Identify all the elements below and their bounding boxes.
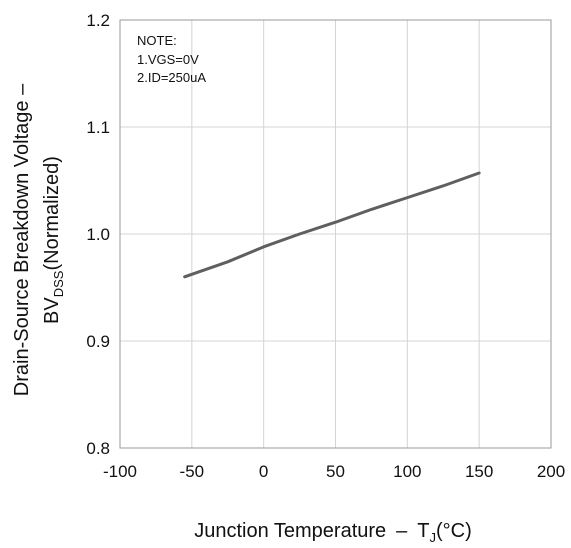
note-line-2: 2.ID=250uA <box>137 70 206 85</box>
x-axis-label-dash: – <box>396 520 408 542</box>
x-tick-label: 0 <box>259 462 268 481</box>
y-tick-labels: 0.8 0.9 1.0 1.1 1.2 <box>86 11 110 458</box>
note-box: NOTE: 1.VGS=0V 2.ID=250uA <box>137 33 206 85</box>
y-tick-label: 1.2 <box>86 11 110 30</box>
y-axis-label-symbol: BV <box>41 297 63 324</box>
series-line <box>183 171 481 279</box>
note-title: NOTE: <box>137 33 177 48</box>
y-tick-label: 0.8 <box>86 439 110 458</box>
plot-frame <box>119 19 552 449</box>
y-axis-label-line-2: BVDSS(Normalized) <box>41 156 66 324</box>
y-axis-label-line-1: Drain-Source Breakdown Voltage – <box>11 83 33 396</box>
note-line-1: 1.VGS=0V <box>137 52 199 67</box>
y-tick-label: 1.1 <box>86 118 110 137</box>
x-axis-label: Junction Temperature – TJ(°C) <box>194 520 472 545</box>
x-tick-label: 100 <box>393 462 421 481</box>
x-tick-label: -100 <box>103 462 137 481</box>
x-axis-label-subscript: J <box>430 530 437 545</box>
x-tick-label: -50 <box>180 462 205 481</box>
series-layer <box>183 171 481 279</box>
x-axis-label-symbol: T <box>417 520 429 542</box>
x-tick-label: 200 <box>537 462 565 481</box>
x-tick-label: 150 <box>465 462 493 481</box>
y-axis-label-rest: (Normalized) <box>41 156 63 270</box>
y-tick-label: 1.0 <box>86 225 110 244</box>
x-tick-labels: -100 -50 0 50 100 150 200 <box>103 462 565 481</box>
y-tick-label: 0.9 <box>86 332 110 351</box>
x-axis-label-unit: (°C) <box>436 520 472 542</box>
x-axis-label-main: Junction Temperature <box>194 520 386 542</box>
x-tick-label: 50 <box>326 462 345 481</box>
y-axis-label-subscript: DSS <box>51 270 66 297</box>
